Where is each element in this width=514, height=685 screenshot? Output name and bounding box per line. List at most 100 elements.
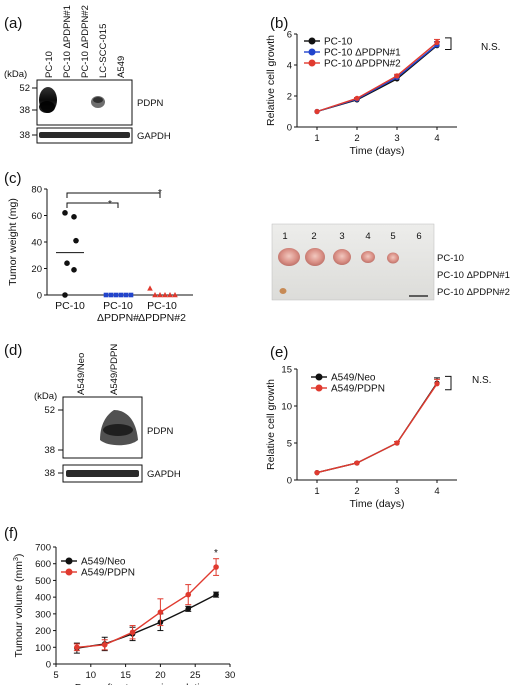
- y-axis-title: Relative cell growth: [265, 35, 277, 126]
- x-tick-label: 25: [190, 670, 201, 681]
- data-point: [64, 260, 70, 267]
- row-label-pc10: PC-10: [437, 253, 464, 264]
- y-axis-title: Tumour volume (mm3): [13, 554, 25, 658]
- band-pc10-core: [39, 101, 55, 113]
- tumor-photo: [271, 223, 435, 301]
- data-point: [157, 609, 164, 615]
- x-tick-label: 4: [434, 133, 439, 144]
- category-label: ΔPDPN#: [97, 312, 139, 324]
- lane-number-5: 5: [390, 231, 395, 242]
- lane-label-pc10: PC-10: [44, 51, 55, 78]
- sig-bracket-outer: [66, 192, 161, 198]
- y-tick-label: 500: [35, 576, 51, 587]
- data-point: [129, 629, 136, 636]
- y-tick-label: 20: [31, 264, 42, 275]
- y-tick-label: 60: [31, 211, 42, 222]
- data-point: [71, 267, 77, 273]
- legend-label: A549/PDPN: [331, 384, 385, 395]
- x-tick-label: 2: [354, 133, 359, 144]
- panel-b: (b) 0 2 4 6 1 2 3 4 Time (days) Relative cell gro…: [265, 15, 500, 157]
- data-point: [185, 591, 192, 598]
- lane-label-dpdpn1: PC-10 ΔPDPN#1: [62, 5, 73, 78]
- y-tick-label: 600: [35, 559, 51, 570]
- x-tick-label: 1: [314, 486, 319, 497]
- legend-marker: [65, 557, 73, 565]
- marker-52-d: 52: [44, 405, 55, 416]
- data-point: [172, 292, 178, 298]
- data-point: [354, 95, 360, 101]
- x-tick-label: 5: [53, 670, 58, 681]
- tumor-specimens: [278, 248, 399, 294]
- tumor-5: [387, 252, 399, 264]
- y-tick-label: 200: [35, 626, 51, 637]
- chart-b: 0 2 4 6 1 2 3 4 Time (days) Relative cell growth P…: [265, 30, 457, 157]
- series-line: [316, 383, 438, 474]
- data-point: [354, 460, 360, 466]
- series-line: [76, 566, 217, 648]
- x-tick-label: 1: [314, 133, 319, 144]
- tumor-4: [361, 251, 375, 263]
- legend-label: PC-10 ΔPDPN#2: [324, 59, 401, 70]
- marker-38-gapdh-d: 38: [44, 468, 55, 479]
- data-point: [167, 292, 173, 298]
- data-point: [71, 214, 77, 220]
- y-tick-label: 15: [281, 365, 292, 376]
- panel-c: (c) 0 20 40 60 80 Tumor weight (mg) PC-10 PC-10…: [4, 170, 510, 324]
- data-point: [113, 292, 119, 298]
- x-tick-label: 3: [394, 133, 399, 144]
- x-tick-label: 30: [225, 670, 236, 681]
- y-axis-title: Tumor weight (mg): [7, 198, 19, 286]
- data-point: [157, 292, 163, 298]
- y-tick-label: 0: [287, 123, 292, 134]
- legend-marker: [315, 373, 323, 381]
- y-tick-label: 300: [35, 609, 51, 620]
- ns-bracket: [445, 375, 452, 391]
- panel-e: (e) 0 5 10 15 1 2 3 4 Time (days) Relative cell g…: [265, 344, 491, 510]
- data-point: [152, 292, 158, 298]
- legend-marker: [65, 568, 73, 576]
- legend-label: PC-10: [324, 37, 353, 48]
- marker-52-a: 52: [19, 83, 30, 94]
- y-tick-label: 700: [35, 543, 51, 554]
- lane-number-1: 1: [282, 231, 287, 242]
- legend-marker: [308, 37, 316, 45]
- x-tick-label: 2: [354, 486, 359, 497]
- kda-label-a: (kDa): [4, 69, 27, 80]
- data-point: [123, 292, 129, 298]
- legend-label: A549/Neo: [331, 373, 376, 384]
- x-tick-label: 10: [86, 670, 97, 681]
- data-point: [74, 644, 80, 651]
- y-tick-label: 5: [287, 439, 292, 450]
- data-point: [314, 108, 320, 115]
- y-tick-label: 0: [37, 291, 42, 302]
- tumor-1: [278, 248, 300, 266]
- data-point: [185, 606, 192, 612]
- panel-f: (f) 0 100 200 300 400 500 600 700 5 10 15 20 25 30 Day…: [4, 525, 235, 685]
- x-tick-label: 4: [434, 486, 439, 497]
- lane-label-lcscc015: LC-SCC-015: [98, 24, 109, 78]
- sig-bracket-inner: [66, 202, 119, 208]
- x-axis-title: Time (days): [349, 145, 404, 157]
- y-tick-label: 40: [31, 238, 42, 249]
- data-point: [128, 292, 134, 298]
- lane-number-6: 6: [416, 231, 421, 242]
- panel-f-label: (f): [4, 525, 18, 542]
- y-tick-label: 6: [287, 30, 292, 41]
- series-line: [316, 382, 438, 474]
- data-point: [118, 292, 124, 298]
- data-point: [147, 285, 153, 291]
- marker-38-d: 38: [44, 445, 55, 456]
- panel-e-label: (e): [270, 344, 288, 361]
- lane-label-a549: A549: [116, 56, 127, 78]
- category-label: PC-10: [147, 300, 177, 312]
- legend-marker: [308, 48, 316, 56]
- blot-label-gapdh-d: GAPDH: [147, 469, 181, 480]
- tumor-dpdpn2: [279, 288, 287, 294]
- data-point: [314, 470, 320, 476]
- y-tick-label: 0: [287, 476, 292, 487]
- significance-e: N.S.: [472, 375, 491, 386]
- x-axis-title: Time (days): [349, 498, 404, 510]
- category-label: ΔPDPN#2: [138, 312, 186, 324]
